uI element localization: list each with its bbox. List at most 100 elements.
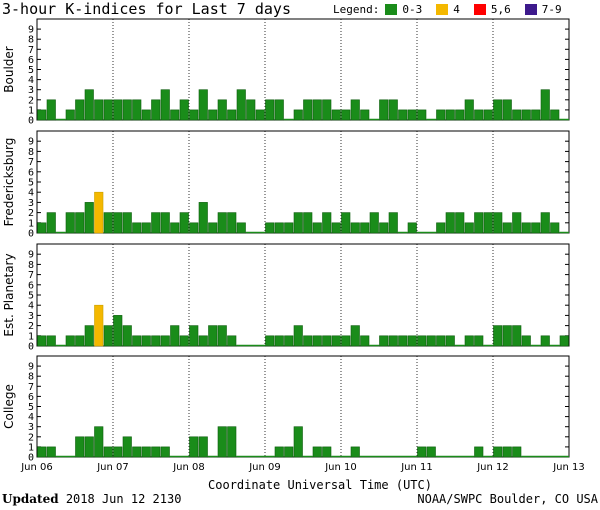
bar <box>189 109 199 121</box>
bar <box>550 222 560 234</box>
bar <box>198 89 208 121</box>
bar <box>550 109 560 121</box>
y-tick-label: 6 <box>28 167 34 178</box>
bar <box>122 212 132 234</box>
bar <box>379 335 389 347</box>
y-tick-label: 0 <box>28 116 34 127</box>
bar <box>512 446 522 458</box>
legend-text: 4 <box>453 3 460 16</box>
bar <box>227 212 237 234</box>
bar <box>217 325 227 347</box>
y-tick-label: 4 <box>28 301 34 312</box>
y-tick-label: 1 <box>28 331 34 342</box>
bar <box>493 325 503 347</box>
bar <box>341 109 351 121</box>
y-tick-label: 6 <box>28 392 34 403</box>
bar <box>46 212 56 234</box>
bar <box>445 212 455 234</box>
y-tick-label: 4 <box>28 75 34 86</box>
y-tick-label: 3 <box>28 198 34 209</box>
bar <box>141 335 151 347</box>
bar <box>436 109 446 121</box>
y-tick-label: 8 <box>28 147 34 158</box>
series-label: Est. Planetary <box>2 253 16 336</box>
bar <box>512 212 522 234</box>
bar <box>94 99 104 121</box>
bar <box>455 212 465 234</box>
legend-item-0-3: 0-3 <box>385 3 422 16</box>
bar <box>103 446 113 458</box>
bar <box>236 89 246 121</box>
bar <box>208 222 218 234</box>
y-tick-label: 1 <box>28 218 34 229</box>
bar <box>103 99 113 121</box>
bar <box>388 99 398 121</box>
bar <box>122 436 132 458</box>
bar <box>284 335 294 347</box>
bar <box>246 99 256 121</box>
bar <box>407 222 417 234</box>
bar <box>37 335 47 347</box>
updated-stamp: Updated 2018 Jun 12 2130 <box>2 492 181 506</box>
bar <box>265 222 275 234</box>
bar <box>113 446 123 458</box>
bar <box>170 222 180 234</box>
x-tick-label: Jun 10 <box>324 462 357 473</box>
bar <box>493 99 503 121</box>
bar <box>464 335 474 347</box>
bar <box>189 222 199 234</box>
bar <box>540 212 550 234</box>
bar <box>502 325 512 347</box>
bar <box>417 335 427 347</box>
bar <box>179 99 189 121</box>
bar <box>160 89 170 121</box>
bar <box>113 99 123 121</box>
bar <box>426 446 436 458</box>
updated-label: Updated <box>2 492 59 506</box>
series-label: Fredericksburg <box>2 138 16 227</box>
bar <box>217 99 227 121</box>
legend-item-7-9: 7-9 <box>524 3 562 16</box>
bar <box>151 99 161 121</box>
bar <box>103 325 113 347</box>
bar <box>350 325 360 347</box>
bar <box>331 109 341 121</box>
series-label: Boulder <box>2 46 16 93</box>
y-tick-label: 7 <box>28 382 34 393</box>
bar <box>84 202 94 234</box>
y-tick-label: 4 <box>28 188 34 199</box>
bar <box>217 426 227 458</box>
bar <box>369 212 379 234</box>
bar <box>198 436 208 458</box>
x-tick-label: Jun 12 <box>476 462 509 473</box>
bar <box>360 222 370 234</box>
bar <box>379 99 389 121</box>
bar <box>160 335 170 347</box>
x-tick-label: Jun 11 <box>400 462 433 473</box>
y-tick-label: 0 <box>28 229 34 240</box>
bar <box>474 212 484 234</box>
bar <box>398 335 408 347</box>
legend-text: 7-9 <box>541 3 562 16</box>
bar <box>436 335 446 347</box>
bar <box>217 212 227 234</box>
bar <box>312 99 322 121</box>
bar <box>322 99 332 121</box>
x-tick-label: Jun 08 <box>172 462 205 473</box>
y-tick-label: 8 <box>28 372 34 383</box>
x-tick-label: Jun 13 <box>552 462 585 473</box>
y-tick-label: 2 <box>28 208 34 219</box>
bar <box>132 99 142 121</box>
legend-swatch-green <box>385 4 398 15</box>
y-tick-label: 3 <box>28 85 34 96</box>
bar <box>37 109 47 121</box>
y-tick-label: 6 <box>28 280 34 291</box>
x-tick-label: Jun 07 <box>96 462 129 473</box>
bar <box>512 325 522 347</box>
bar <box>502 99 512 121</box>
bar <box>84 436 94 458</box>
bar <box>293 212 303 234</box>
bar <box>293 426 303 458</box>
bar <box>113 315 123 347</box>
